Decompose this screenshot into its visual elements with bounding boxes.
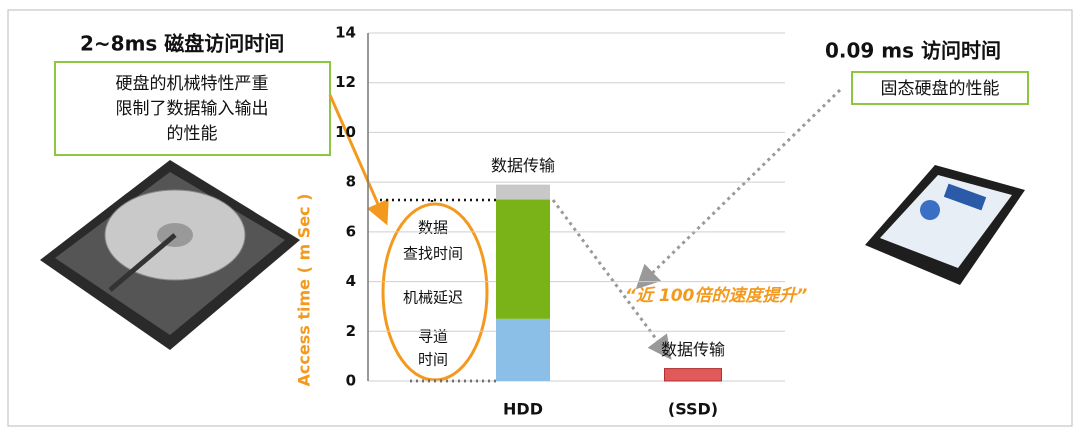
left-note-line: 限制了数据输入输出 <box>116 99 269 119</box>
left-note-line: 的性能 <box>167 124 218 144</box>
x-tick-label: (SSD) <box>668 400 718 419</box>
x-tick-label: HDD <box>503 400 543 419</box>
oval-label: 寻道 <box>418 328 448 346</box>
bar-segment <box>496 184 550 200</box>
right-note-box <box>851 71 1029 105</box>
right-note: 固态硬盘的性能 <box>881 79 1000 99</box>
y-tick-label: 8 <box>346 173 356 191</box>
right-title: 0.09 ms 访问时间 <box>825 39 1001 63</box>
y-tick-label: 4 <box>346 272 356 290</box>
y-tick-label: 6 <box>346 222 356 240</box>
oval-label: 时间 <box>418 351 448 369</box>
y-axis-label: Access time ( m Sec ) <box>295 194 314 387</box>
oval-label: 数据 <box>418 219 448 237</box>
bar-label: 数据传输 <box>661 340 725 359</box>
bar-segment <box>664 368 722 382</box>
left-note-line: 硬盘的机械特性严重 <box>116 74 269 94</box>
y-tick-label: 12 <box>335 73 356 91</box>
oval-label: 机械延迟 <box>403 289 463 307</box>
y-tick-label: 14 <box>335 24 356 42</box>
y-tick-label: 10 <box>335 123 356 141</box>
left-title: 2~8ms 磁盘访问时间 <box>80 32 284 56</box>
bar-segment <box>496 318 550 381</box>
y-tick-label: 0 <box>346 372 356 390</box>
bar-segment <box>496 199 550 319</box>
left-note-box <box>54 61 331 156</box>
y-tick-label: 2 <box>346 322 356 340</box>
orange-arrow <box>328 94 389 226</box>
oval-label: 查找时间 <box>403 245 463 263</box>
bar-label: 数据传输 <box>491 156 555 175</box>
hdd-image <box>40 160 300 350</box>
speedup-note: “近 100倍的速度提升” <box>625 286 807 306</box>
ssd-image <box>865 165 1025 285</box>
gray-arrow <box>635 88 842 290</box>
